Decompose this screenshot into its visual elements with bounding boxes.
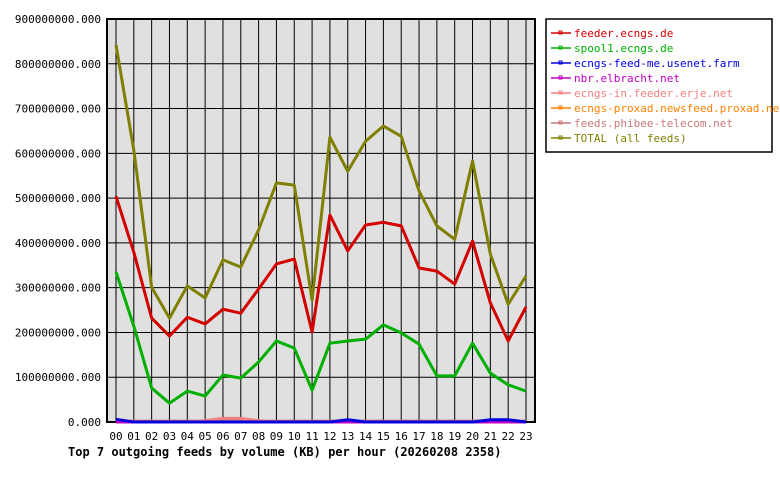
x-tick-label: 21 — [484, 430, 497, 443]
legend-marker — [558, 90, 563, 95]
legend: feeder.ecngs.de spool1.ecngs.de ecngs-feed… — [545, 18, 780, 153]
x-tick-label: 03 — [163, 430, 176, 443]
x-tick-label: 06 — [216, 430, 229, 443]
y-tick-label: 200000000.000 — [15, 326, 101, 339]
x-tick-label: 11 — [305, 430, 318, 443]
series-line — [114, 195, 528, 343]
x-tick-label: 10 — [288, 430, 301, 443]
x-tick-label: 09 — [270, 430, 283, 443]
legend-label: feeds.phibee-telecom.net — [574, 117, 733, 130]
x-tick-label: 12 — [323, 430, 336, 443]
legend-marker — [558, 75, 563, 80]
x-tick-label: 16 — [395, 430, 408, 443]
series-line — [114, 271, 527, 405]
x-tick-label: 00 — [109, 430, 122, 443]
legend-label: spool1.ecngs.de — [574, 42, 673, 55]
x-tick-label: 17 — [412, 430, 425, 443]
legend-label: nbr.elbracht.net — [574, 72, 680, 85]
series-line — [114, 44, 528, 320]
legend-marker — [558, 30, 563, 35]
legend-label: ecngs-in.feeder.erje.net — [574, 87, 733, 100]
legend-label: feeder.ecngs.de — [574, 27, 673, 40]
x-tick-label: 05 — [199, 430, 212, 443]
x-tick-label: 18 — [430, 430, 443, 443]
y-tick-label: 800000000.000 — [15, 58, 101, 71]
x-tick-label: 08 — [252, 430, 265, 443]
legend-marker — [558, 120, 563, 125]
legend-marker — [558, 135, 563, 140]
y-tick-label: 700000000.000 — [15, 103, 101, 116]
x-tick-label: 19 — [448, 430, 461, 443]
x-tick-label: 14 — [359, 430, 373, 443]
x-tick-label: 22 — [502, 430, 515, 443]
legend-label: ecngs-feed-me.usenet.farm — [574, 57, 740, 70]
y-tick-label: 600000000.000 — [15, 147, 101, 160]
x-tick-label: 01 — [127, 430, 140, 443]
legend-marker — [558, 45, 563, 50]
legend-marker — [558, 105, 563, 110]
x-tick-label: 07 — [234, 430, 247, 443]
x-tick-label: 23 — [519, 430, 532, 443]
y-tick-label: 300000000.000 — [15, 282, 101, 295]
x-tick-label: 20 — [466, 430, 479, 443]
x-tick-label: 02 — [145, 430, 158, 443]
x-tick-label: 04 — [181, 430, 195, 443]
y-tick-label: 100000000.000 — [15, 371, 101, 384]
legend-marker — [558, 60, 563, 65]
x-tick-label: 13 — [341, 430, 354, 443]
legend-label: TOTAL (all feeds) — [574, 132, 687, 145]
chart-title: Top 7 outgoing feeds by volume (KB) per … — [68, 445, 501, 459]
y-tick-label: 400000000.000 — [15, 237, 101, 250]
x-tick-label: 15 — [377, 430, 390, 443]
legend-label: ecngs-proxad.newsfeed.proxad.net — [574, 102, 780, 115]
y-tick-label: 500000000.000 — [15, 192, 101, 205]
y-tick-label: 0.000 — [68, 416, 101, 429]
series-line — [115, 417, 527, 424]
y-tick-label: 900000000.000 — [15, 13, 101, 26]
